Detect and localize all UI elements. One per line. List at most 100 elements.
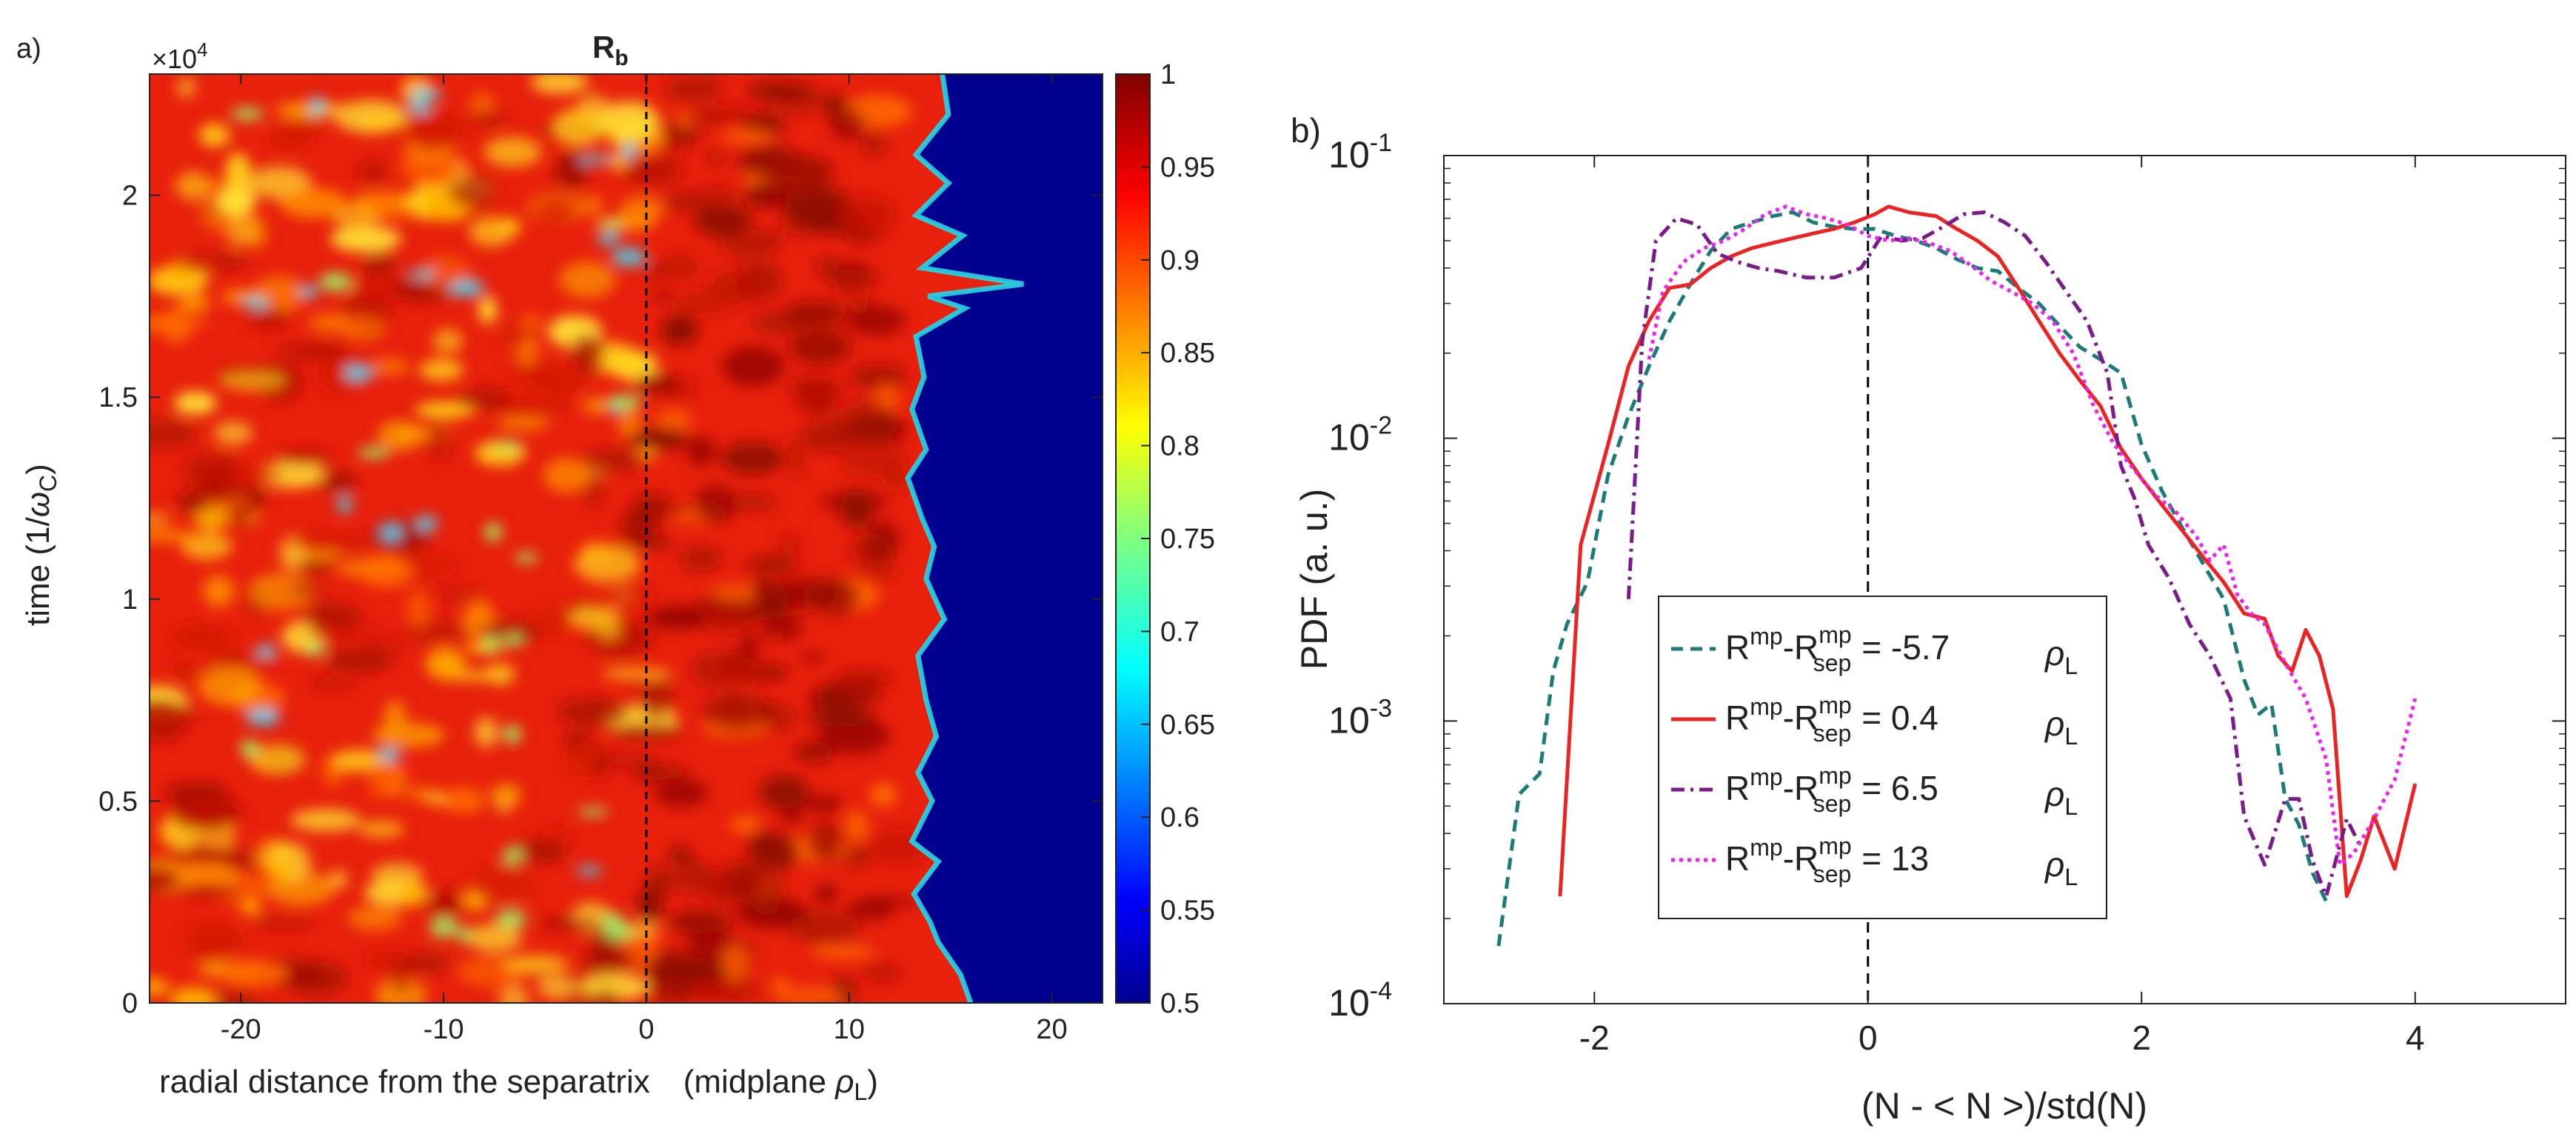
heatmap-blob-cool bbox=[484, 636, 498, 653]
heatmap-blob bbox=[198, 666, 262, 706]
heatmap-blob-cool bbox=[603, 923, 635, 940]
heatmap-blob-cool bbox=[242, 297, 270, 308]
heatmap-blob bbox=[433, 589, 484, 600]
legend-part-sup1: mp bbox=[1750, 623, 1782, 650]
heatmap-blob bbox=[279, 187, 348, 219]
heatmap-blob bbox=[601, 667, 673, 680]
heatmap-blob bbox=[688, 979, 762, 1003]
heatmap-blob bbox=[474, 716, 498, 748]
heatmap-blob bbox=[638, 887, 663, 923]
legend-unit-symbol: ρ bbox=[2044, 704, 2064, 743]
heatmap-blob bbox=[467, 924, 522, 953]
heatmap-blob bbox=[449, 176, 495, 208]
heatmap-blob bbox=[498, 984, 530, 1003]
heatmap-blob bbox=[432, 328, 464, 353]
heatmap-blob bbox=[725, 871, 785, 904]
y-tick-label-a: 0.5 bbox=[98, 786, 138, 817]
heatmap-blob bbox=[529, 607, 573, 636]
heatmap-blob-cool bbox=[381, 524, 402, 541]
legend-part-term2: -R bbox=[1783, 839, 1819, 878]
heatmap-frame bbox=[149, 73, 1103, 1004]
legend-part-sub2: sep bbox=[1813, 720, 1852, 747]
heatmap-blob bbox=[469, 216, 514, 247]
heatmap-blob bbox=[638, 764, 662, 782]
legend-part-value: = 0.4 bbox=[1861, 698, 1938, 737]
heatmap-blob bbox=[484, 136, 542, 167]
heatmap-blob bbox=[726, 493, 777, 510]
y-tick-exponent: -1 bbox=[1370, 129, 1392, 157]
heatmap-blob-cool bbox=[230, 107, 264, 120]
legend-part-sup2: mp bbox=[1819, 692, 1851, 718]
heatmap-blob bbox=[654, 778, 708, 807]
heatmap-blob bbox=[598, 101, 660, 141]
heatmap-blob bbox=[814, 884, 839, 903]
heatmap-blob bbox=[807, 707, 874, 727]
heatmap-blob bbox=[680, 546, 721, 572]
heatmap-blob-cool bbox=[612, 248, 646, 266]
heatmap-blob bbox=[830, 107, 866, 141]
y-tick-label-a: 1 bbox=[122, 584, 138, 616]
heatmap-blob-cool bbox=[502, 847, 523, 864]
heatmap-blob bbox=[407, 787, 441, 801]
heatmap-blob bbox=[559, 261, 616, 299]
heatmap-blob bbox=[612, 724, 683, 740]
heatmap-blob bbox=[295, 559, 332, 573]
heatmap-blob bbox=[783, 607, 812, 618]
heatmap-blob bbox=[491, 784, 522, 806]
heatmap-blob bbox=[150, 529, 196, 542]
heatmap-blob bbox=[740, 631, 759, 665]
y-axis-label-a: time (1/ωC) bbox=[20, 464, 61, 626]
heatmap-blob bbox=[259, 461, 326, 488]
legend-unit-sub: L bbox=[2064, 864, 2078, 890]
heatmap-blob bbox=[400, 878, 424, 907]
heatmap-blob bbox=[645, 503, 692, 517]
heatmap-blob bbox=[661, 314, 699, 346]
heatmap-blob bbox=[708, 615, 745, 635]
y-tick-exponent: -2 bbox=[1370, 412, 1392, 440]
heatmap-front-region bbox=[908, 74, 1103, 1003]
heatmap-blob bbox=[786, 436, 806, 476]
heatmap-blob bbox=[660, 253, 699, 281]
heatmap-blob-cool bbox=[515, 553, 538, 563]
heatmap-blob bbox=[694, 204, 752, 237]
heatmap-blob bbox=[383, 700, 407, 730]
heatmap-texture bbox=[150, 74, 928, 1003]
heatmap-blob bbox=[230, 467, 284, 481]
y-tick-base: 10 bbox=[1328, 134, 1370, 176]
heatmap-blob bbox=[736, 898, 808, 928]
x-axis-label-b: (N - < N >)/std(N) bbox=[1861, 1085, 2147, 1127]
legend-part-sub2: sep bbox=[1813, 650, 1852, 676]
legend-label: Rmp-Rmp sep = 13 bbox=[1725, 833, 1929, 887]
heatmap-blob bbox=[538, 975, 577, 1000]
y-tick-label-a: 0 bbox=[122, 988, 138, 1019]
y-exponent-label: ×104 bbox=[152, 39, 208, 74]
heatmap-blob bbox=[589, 991, 622, 1003]
heatmap-blob bbox=[150, 513, 171, 526]
heatmap-blob bbox=[358, 820, 405, 838]
heatmap-blob bbox=[347, 905, 403, 931]
colorbar-tick-label: 0.55 bbox=[1160, 896, 1215, 927]
heatmap-blob bbox=[721, 944, 749, 983]
heatmap-blob bbox=[557, 698, 628, 727]
heatmap-blob bbox=[415, 401, 476, 419]
heatmap-blob bbox=[317, 356, 367, 393]
heatmap-blob-cool bbox=[429, 918, 458, 938]
heatmap-blob bbox=[834, 281, 871, 302]
legend-part-term1: R bbox=[1725, 839, 1750, 878]
series-line bbox=[1647, 204, 2418, 867]
heatmap-blob bbox=[806, 689, 854, 709]
heatmap-blob-cool bbox=[495, 910, 526, 928]
heatmap-blob bbox=[803, 795, 843, 813]
legend-unit: ρL bbox=[2044, 775, 2078, 820]
heatmap-blob bbox=[594, 348, 652, 376]
heatmap-blob-cool bbox=[492, 442, 524, 450]
heatmap-blob bbox=[646, 605, 713, 630]
heatmap-blob bbox=[329, 226, 401, 253]
heatmap-blob bbox=[198, 470, 231, 506]
heatmap-blob bbox=[629, 427, 689, 450]
legend-unit: ρL bbox=[2044, 704, 2078, 750]
heatmap-blob bbox=[457, 388, 508, 410]
heatmap-blob bbox=[369, 761, 389, 800]
heatmap-blob bbox=[749, 555, 801, 573]
